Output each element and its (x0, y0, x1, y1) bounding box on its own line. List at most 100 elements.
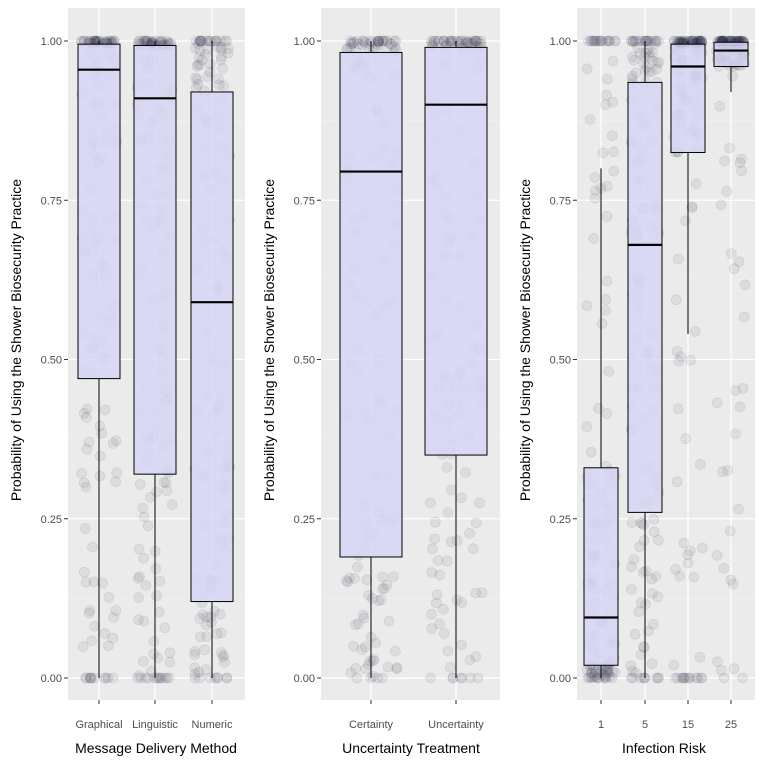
data-point (425, 672, 436, 684)
data-point (216, 51, 227, 62)
data-point (680, 433, 691, 445)
data-point (200, 49, 211, 60)
data-point (391, 662, 403, 674)
data-point (688, 571, 700, 583)
data-point (359, 37, 371, 48)
data-point (342, 576, 353, 588)
box-Numeric (190, 41, 234, 678)
y-tick-label: 0.75 (294, 195, 315, 207)
data-point (728, 663, 740, 675)
data-point (608, 165, 620, 177)
data-point (719, 155, 730, 167)
data-point (470, 35, 482, 47)
data-point (197, 609, 209, 620)
data-point (83, 436, 95, 448)
data-point (646, 573, 658, 585)
data-point (648, 618, 659, 630)
data-point (470, 587, 482, 599)
data-point (607, 55, 619, 67)
data-point (718, 562, 730, 574)
y-tick-label: 0.00 (550, 673, 571, 685)
data-point (730, 428, 741, 440)
data-point (381, 579, 393, 591)
data-point (372, 35, 384, 47)
box-body (424, 46, 488, 456)
data-point (372, 39, 384, 51)
data-point (426, 567, 438, 578)
data-point (363, 589, 374, 601)
panel-2: 0.00 0.25 0.50 0.75 1.00 Certainty Uncertainty… (261, 8, 500, 756)
data-point (638, 672, 650, 684)
data-point (205, 35, 217, 47)
data-point (640, 47, 652, 59)
data-point (444, 662, 456, 673)
data-point (189, 662, 201, 674)
data-point (425, 497, 436, 509)
data-point (648, 35, 659, 47)
data-point (467, 35, 479, 47)
data-point (581, 421, 593, 432)
data-point (357, 609, 369, 621)
data-point (191, 61, 203, 72)
y-tick-label: 1.00 (550, 36, 571, 48)
data-point (80, 672, 92, 684)
data-point (591, 672, 603, 683)
y-axis-title: Probability of Using the Shower Biosecur… (517, 179, 533, 501)
data-point (606, 672, 618, 684)
x-axis-title: Message Delivery Method (75, 740, 237, 756)
data-point (728, 263, 740, 275)
data-point (110, 435, 122, 447)
data-point (194, 672, 205, 684)
data-point (107, 672, 119, 684)
data-point (474, 497, 485, 509)
data-point (145, 491, 156, 503)
data-point (102, 672, 114, 684)
data-point (221, 672, 232, 684)
data-point (733, 256, 745, 268)
box-body (627, 81, 663, 513)
data-point (367, 670, 379, 682)
data-point (341, 575, 352, 587)
data-point (78, 477, 90, 489)
data-point (581, 63, 593, 75)
data-point (202, 71, 213, 82)
data-point (653, 534, 664, 546)
data-point (684, 672, 696, 684)
data-point (609, 35, 621, 47)
data-point (647, 588, 658, 599)
data-point (598, 671, 610, 683)
data-point (672, 672, 683, 684)
data-point (347, 37, 359, 49)
data-point (737, 383, 749, 394)
data-point (671, 345, 683, 357)
data-point (674, 570, 686, 582)
box-Uncertainty (424, 41, 488, 678)
data-point (635, 649, 647, 660)
data-point (672, 253, 684, 265)
data-point (650, 35, 662, 47)
data-point (646, 658, 658, 670)
data-point (215, 647, 227, 658)
data-point (640, 565, 652, 577)
data-point (695, 459, 706, 470)
data-point (711, 397, 723, 409)
data-point (456, 597, 468, 608)
data-point (148, 648, 159, 660)
data-point (678, 537, 690, 549)
data-point (682, 557, 694, 569)
data-point (345, 35, 356, 47)
data-point (193, 666, 205, 678)
data-point (739, 279, 751, 291)
data-point (210, 35, 222, 47)
data-point (603, 366, 615, 377)
data-point (80, 523, 91, 535)
data-point (79, 566, 90, 578)
data-point (439, 35, 450, 47)
box-body (670, 43, 706, 153)
data-point (142, 520, 154, 532)
data-point (438, 603, 449, 615)
data-point (218, 649, 229, 661)
data-point (195, 35, 207, 47)
data-point (81, 444, 93, 455)
